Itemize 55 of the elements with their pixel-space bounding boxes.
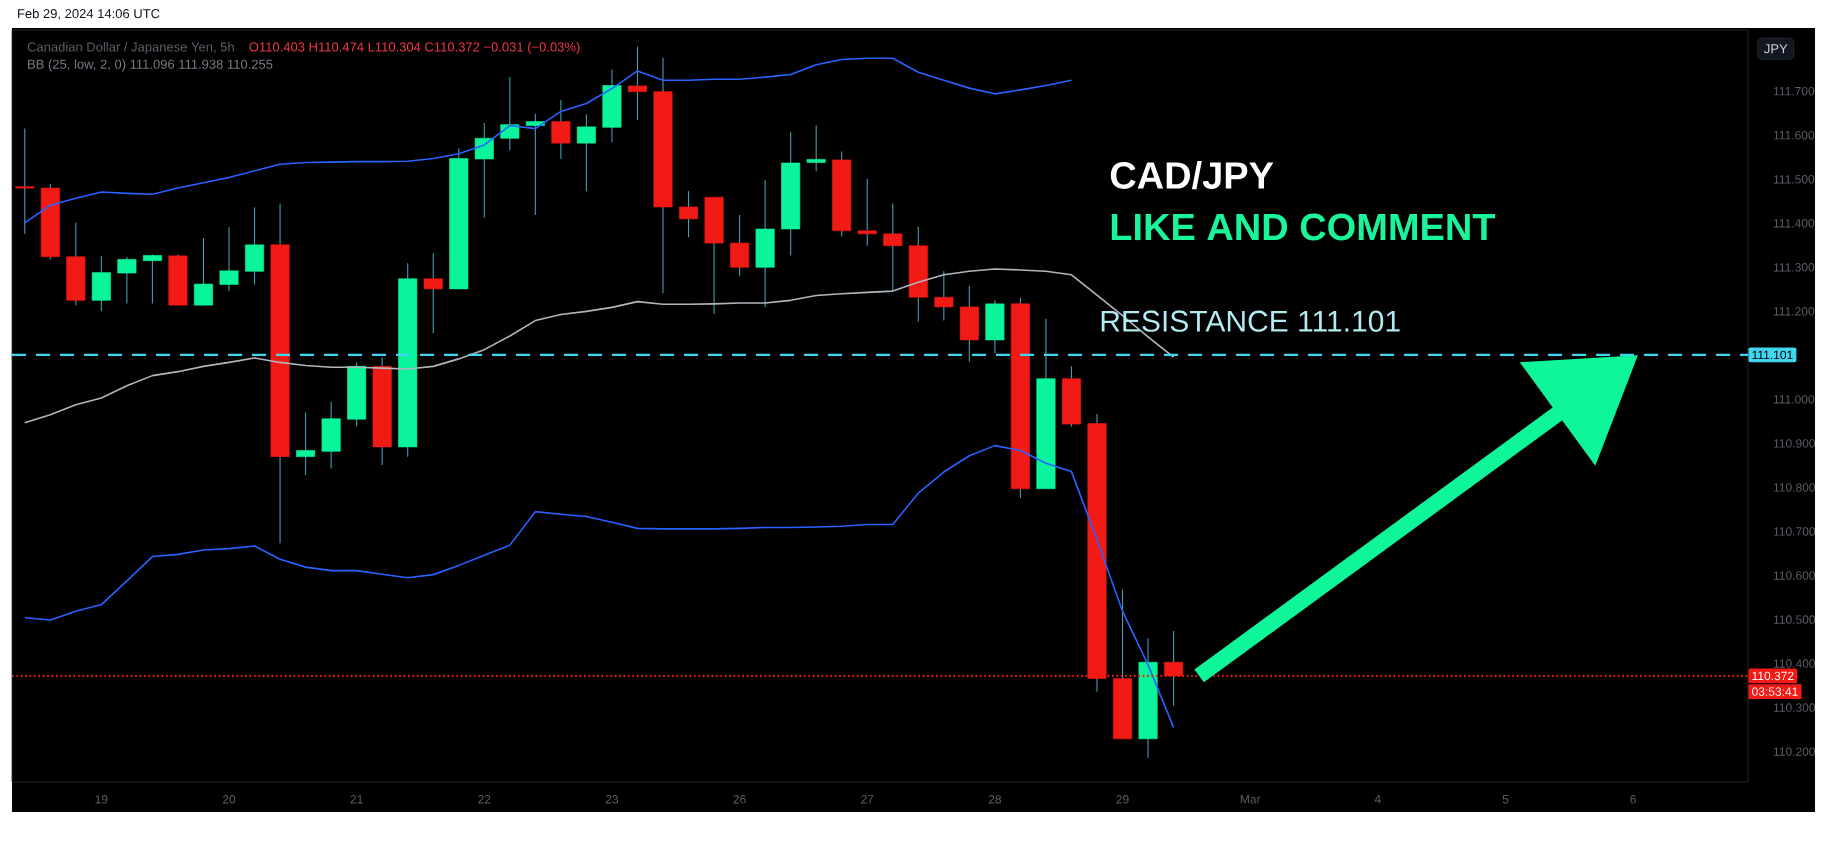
x-tick-label: Mar <box>1240 795 1261 804</box>
ref-line-label: 110.372 <box>1752 671 1794 681</box>
y-tick-label: 111.300 <box>1773 263 1815 272</box>
x-tick-label: 19 <box>95 795 108 804</box>
y-tick-label: 111.700 <box>1773 86 1815 96</box>
x-tick-label: 5 <box>1502 795 1509 804</box>
y-tick-label: 111.600 <box>1773 130 1815 140</box>
text: 03:53:41 <box>1752 687 1798 696</box>
candlestick <box>934 270 954 322</box>
candlestick <box>551 99 571 160</box>
text: JPY <box>1764 44 1788 54</box>
annotation: BB (25, low, 2, 0) 111.096 111.938 110.255 <box>28 59 273 72</box>
candlestick <box>219 226 239 292</box>
y-tick-label: 110.800 <box>1773 483 1816 492</box>
y-tick-label: 111.500 <box>1773 175 1815 184</box>
x-tick-label: 21 <box>350 795 363 804</box>
candlestick <box>117 256 137 304</box>
x-tick-label: 4 <box>1374 795 1381 804</box>
y-tick-label: 111.400 <box>1773 219 1815 228</box>
y-tick-label: 110.200 <box>1773 747 1816 756</box>
x-tick-label: 22 <box>478 795 491 804</box>
annotation: CAD/JPY <box>1110 160 1274 190</box>
candlestick <box>474 122 494 219</box>
candlestick <box>525 113 545 216</box>
text: Feb 29, 2024 14:06 UTC <box>18 8 160 20</box>
x-tick-label: 28 <box>988 795 1002 804</box>
candlestick <box>15 128 35 235</box>
y-tick-label: 110.300 <box>1773 703 1816 712</box>
x-tick-label: 23 <box>605 795 619 804</box>
y-tick-label: 111.200 <box>1773 307 1815 316</box>
y-tick-label: 110.400 <box>1773 659 1816 668</box>
candlestick <box>857 178 877 247</box>
x-tick-label: 20 <box>222 795 236 804</box>
candlestick <box>576 113 596 192</box>
y-tick-label: 110.700 <box>1773 527 1816 536</box>
ref-line-label: 111.101 <box>1752 350 1793 360</box>
annotation: O110.403 H110.474 L110.304 C110.372 −0.031 (−0.03%) <box>249 42 580 55</box>
candlestick <box>193 237 213 306</box>
candlestick <box>423 252 443 334</box>
annotation: LIKE AND COMMENT <box>1111 213 1496 241</box>
candlestick <box>883 202 903 291</box>
x-tick-label: 6 <box>1630 795 1636 804</box>
y-tick-label: 110.500 <box>1773 615 1816 624</box>
candlestick <box>679 190 699 238</box>
candlestick <box>627 46 647 121</box>
x-tick-label: 27 <box>861 795 874 804</box>
y-tick-label: 111.000 <box>1773 395 1815 404</box>
text: Canadian Dollar / Japanese Yen, 5h <box>27 42 234 55</box>
candlestick <box>296 412 316 476</box>
x-tick-label: 29 <box>1116 795 1129 804</box>
candlestick <box>142 253 162 304</box>
x-tick-label: 26 <box>733 795 746 804</box>
candlestick <box>806 124 826 172</box>
y-tick-label: 110.900 <box>1773 439 1816 448</box>
y-tick-label: 110.600 <box>1773 571 1816 580</box>
